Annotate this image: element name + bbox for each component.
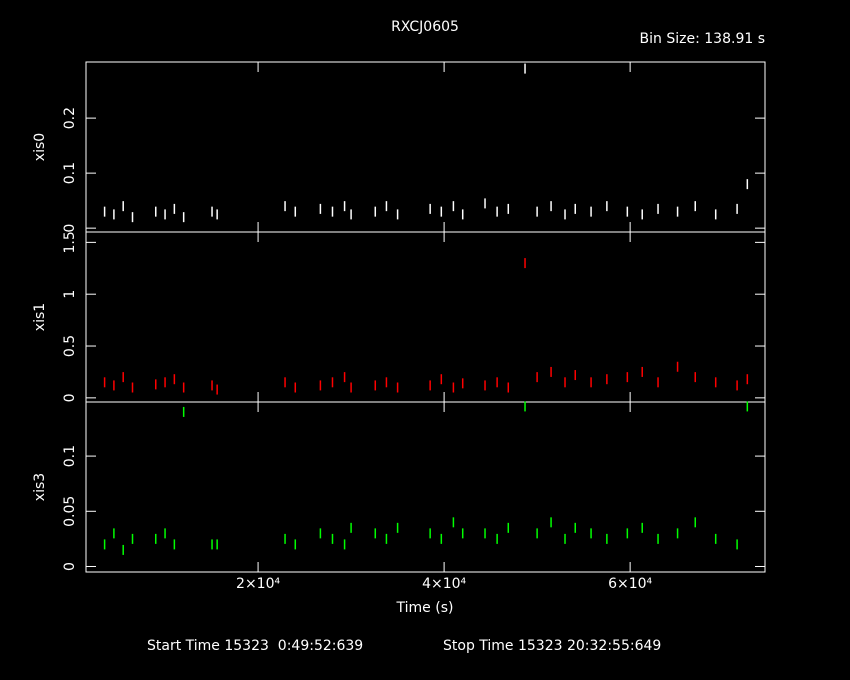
x-tick-label: 6×10⁴	[608, 576, 652, 592]
y-tick-label: 0	[62, 393, 78, 402]
y-tick-label: 0	[62, 562, 78, 571]
start-time: Start Time 15323 0:49:52:639	[147, 638, 363, 654]
bin-size: Bin Size: 138.91 s	[640, 31, 765, 47]
y-tick-label: 0.1	[62, 445, 78, 467]
y-axis-label: xis1	[32, 303, 48, 331]
y-tick-label: 0.5	[62, 335, 78, 357]
stop-time: Stop Time 15323 20:32:55:649	[443, 638, 661, 654]
y-tick-label: 0.2	[62, 107, 78, 129]
y-tick-label: 0	[62, 224, 78, 233]
chart-title: RXCJ0605	[391, 19, 459, 35]
y-tick-label: 1	[62, 290, 78, 299]
x-axis-label: Time (s)	[396, 600, 454, 616]
panel-frame	[85, 401, 766, 573]
y-tick-label: 0.05	[62, 496, 78, 527]
x-tick-label: 2×10⁴	[236, 576, 280, 592]
y-tick-label: 1.5	[62, 231, 78, 253]
y-axis-label: xis0	[32, 133, 48, 161]
x-tick-label: 4×10⁴	[422, 576, 466, 592]
y-tick-label: 0.1	[62, 162, 78, 184]
y-axis-label: xis3	[32, 473, 48, 501]
